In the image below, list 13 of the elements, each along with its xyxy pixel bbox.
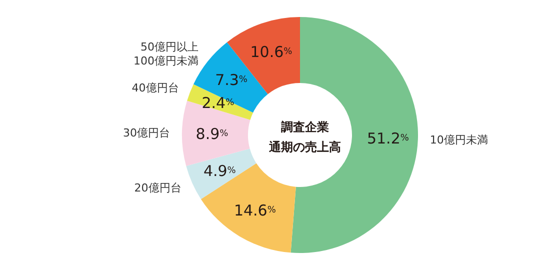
text: 通期の売上高	[268, 140, 341, 154]
slice-label: 40億円台	[132, 82, 179, 95]
slice-label: 30億円台	[123, 126, 170, 140]
data-label: 4.9%	[203, 162, 236, 180]
slice-label: 10億円未満	[430, 134, 488, 147]
slice-label: 20億円台	[134, 181, 182, 194]
text: 調査企業	[280, 120, 329, 134]
data-label: 14.6%	[234, 202, 276, 220]
data-label: 8.9%	[196, 124, 229, 143]
slice-label: 50億円以上 100億円未満	[133, 40, 198, 68]
data-label: 51.2%	[366, 129, 410, 148]
data-label: 10.6%	[250, 42, 293, 61]
data-label: 7.3%	[215, 71, 248, 90]
